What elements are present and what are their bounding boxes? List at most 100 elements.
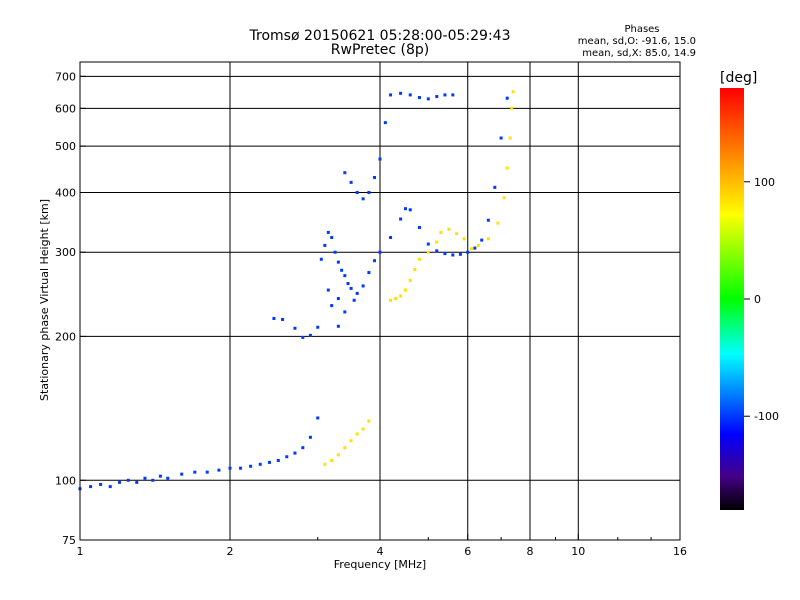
x-mode-point [469,247,473,251]
o-mode-point [158,474,162,478]
o-mode-point [473,246,477,250]
grid-lines [80,62,680,540]
o-mode-point [316,325,320,329]
o-mode-point [451,253,455,257]
o-mode-point [458,252,462,256]
chart-title: Tromsø 20150621 05:28:00-05:29:43 [249,28,511,44]
o-mode-point [239,466,243,470]
o-mode-point [373,175,377,179]
o-mode-point [403,207,407,211]
o-mode-point [355,291,359,295]
o-mode-point [389,93,393,97]
stats-line-o: mean, sd,O: -91.6, 15.0 [578,36,696,47]
o-mode-point [426,97,430,101]
o-mode-point [326,230,330,234]
x-mode-point [511,90,515,94]
x-mode-point [505,166,509,170]
o-mode-point [343,310,347,314]
o-mode-point [267,460,271,464]
o-mode-point [276,458,280,462]
o-mode-point [355,190,359,194]
o-mode-point [316,416,320,420]
o-mode-point [126,478,130,482]
o-mode-point [389,236,393,240]
x-mode-point [439,230,443,234]
x-mode-point [496,221,500,225]
y-tick-label: 75 [62,534,76,547]
colorbar-tick-label: -100 [754,410,779,423]
chart-subtitle: RwPretec (8p) [331,42,429,58]
axis-ticks: 1 2 4 6 8 10 16 75 100 200 300 400 500 600 700 [55,70,687,558]
o-mode-point [343,171,347,175]
x-mode-point [462,237,466,241]
o-mode-point [143,476,147,480]
x-mode-point [455,232,459,236]
o-mode-point [333,250,337,254]
x-mode-point [330,458,334,462]
x-mode-point [403,288,407,292]
o-mode-point [293,451,297,455]
o-mode-point [361,284,365,288]
colorbar-tick-label: 100 [754,176,775,189]
o-mode-point [180,472,184,476]
o-mode-point [367,190,371,194]
o-mode-point [249,464,253,468]
x-mode-point [510,106,514,110]
o-mode-point [258,462,262,466]
x-mode-point [426,250,430,254]
o-mode-point [486,218,490,222]
o-mode-point [99,482,103,486]
colorbar-ticks: 100 0 -100 [744,176,779,423]
o-mode-point [308,333,312,337]
o-mode-point [336,260,340,264]
colorbar-label: [deg] [720,70,757,86]
x-mode-point [349,439,353,443]
o-mode-point [151,478,155,482]
o-mode-point [399,217,403,221]
x-mode-point [417,257,421,261]
o-mode-point [367,271,371,275]
y-tick-label: 100 [55,474,76,487]
x-mode-point [476,243,480,247]
o-mode-point [443,93,447,97]
o-mode-point [326,288,330,292]
o-mode-point [373,259,377,263]
o-mode-point [319,257,323,261]
o-mode-point [493,185,497,189]
o-mode-point [293,326,297,330]
o-mode-point [417,225,421,229]
o-mode-point [408,208,412,212]
stats-heading: Phases [624,24,659,35]
x-tick-label: 16 [673,545,687,558]
y-tick-label: 200 [55,330,76,343]
stats-line-x: mean, sd,X: 85.0, 14.9 [582,48,696,59]
o-mode-point [285,455,289,459]
o-mode-point [281,317,285,321]
o-mode-point [480,238,484,242]
o-mode-point [349,180,353,184]
x-tick-label: 2 [227,545,234,558]
o-mode-point [417,96,421,100]
o-mode-point [301,446,305,450]
y-tick-label: 600 [55,102,76,115]
x-tick-label: 10 [571,545,585,558]
o-mode-point [340,268,344,272]
o-mode-point [343,274,347,278]
o-mode-point [193,470,197,474]
x-mode-point [361,427,365,431]
o-mode-point [330,236,334,240]
x-mode-point [323,462,327,466]
x-mode-point [502,196,506,200]
o-mode-point [117,480,121,484]
o-mode-point [135,480,139,484]
x-mode-point [343,446,347,450]
o-mode-point [443,252,447,256]
x-mode-point [447,227,451,231]
o-mode-point [166,476,170,480]
x-tick-label: 1 [77,545,84,558]
x-tick-label: 8 [527,545,534,558]
x-tick-label: 4 [377,545,384,558]
x-mode-point [394,297,398,301]
o-mode-point [323,243,327,247]
